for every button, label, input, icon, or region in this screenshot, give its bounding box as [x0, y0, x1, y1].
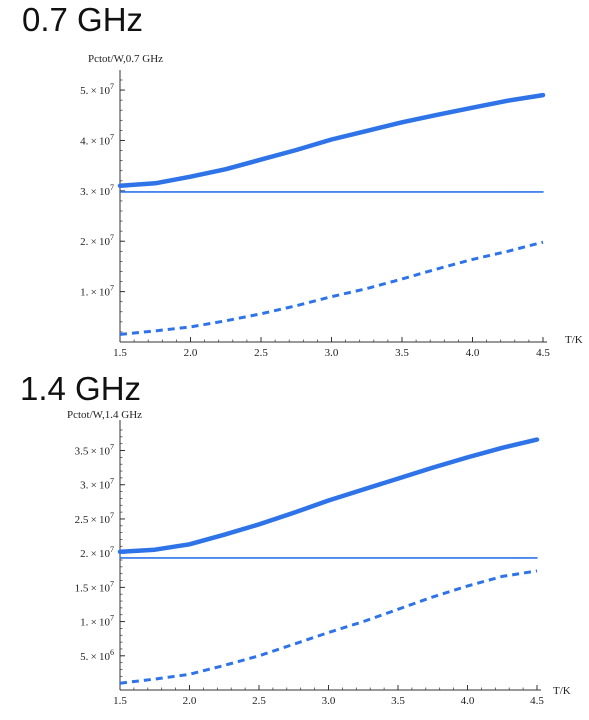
- x-tick-label: 1.5: [113, 695, 127, 707]
- x-tick-label: 4.5: [536, 347, 550, 359]
- y-tick-label: 4. × 107: [80, 132, 114, 147]
- x-tick-label: 4.0: [461, 695, 475, 707]
- y-tick-label: 2. × 107: [80, 545, 114, 560]
- series-dashed-line: [119, 240, 544, 336]
- panel-1-heading: 0.7 GHz: [22, 1, 144, 38]
- y-tick-label: 3.5 × 107: [75, 443, 114, 458]
- series-thick-line: [117, 92, 546, 189]
- x-tick-label: 4.5: [530, 695, 544, 707]
- x-tick-label: 3.0: [325, 347, 339, 359]
- series-thick-line: [117, 437, 540, 555]
- chart-0-7ghz: 1.5 2.0 2.5 3.0 3.5 4.0 4.5 1. × 107 2. × 107 3. …: [80, 53, 583, 359]
- x-tick-label: 2.0: [183, 695, 197, 707]
- y-tick-label: 2.5 × 107: [75, 511, 114, 526]
- x-tick-label: 3.5: [395, 347, 409, 359]
- x-axis-title: T/K: [553, 685, 571, 697]
- x-tick-label: 4.0: [466, 347, 480, 359]
- y-tick-label: 1. × 107: [80, 284, 114, 299]
- y-tick-label: 3. × 107: [80, 183, 114, 198]
- y-tick-label: 2. × 107: [80, 233, 114, 248]
- y-axis-title: Pctot/W,0.7 GHz: [88, 53, 163, 65]
- y-tick-label: 1. × 107: [80, 614, 114, 629]
- series-dashed-line: [119, 569, 538, 685]
- y-tick-label: 5. × 106: [80, 648, 114, 663]
- x-tick-label: 3.0: [322, 695, 336, 707]
- y-axis-title: Pctot/W,1.4 GHz: [67, 409, 142, 421]
- x-tick-label: 1.5: [113, 347, 127, 359]
- panel-2-heading: 1.4 GHz: [20, 370, 142, 407]
- x-tick-label: 2.0: [184, 347, 198, 359]
- y-tick-label: 5. × 107: [80, 82, 114, 97]
- x-tick-label: 2.5: [252, 695, 266, 707]
- x-axis-title: T/K: [565, 334, 583, 346]
- y-tick-label: 1.5 × 107: [75, 579, 114, 594]
- x-tick-label: 2.5: [254, 347, 268, 359]
- y-tick-label: 3. × 107: [80, 477, 114, 492]
- x-tick-label: 3.5: [391, 695, 405, 707]
